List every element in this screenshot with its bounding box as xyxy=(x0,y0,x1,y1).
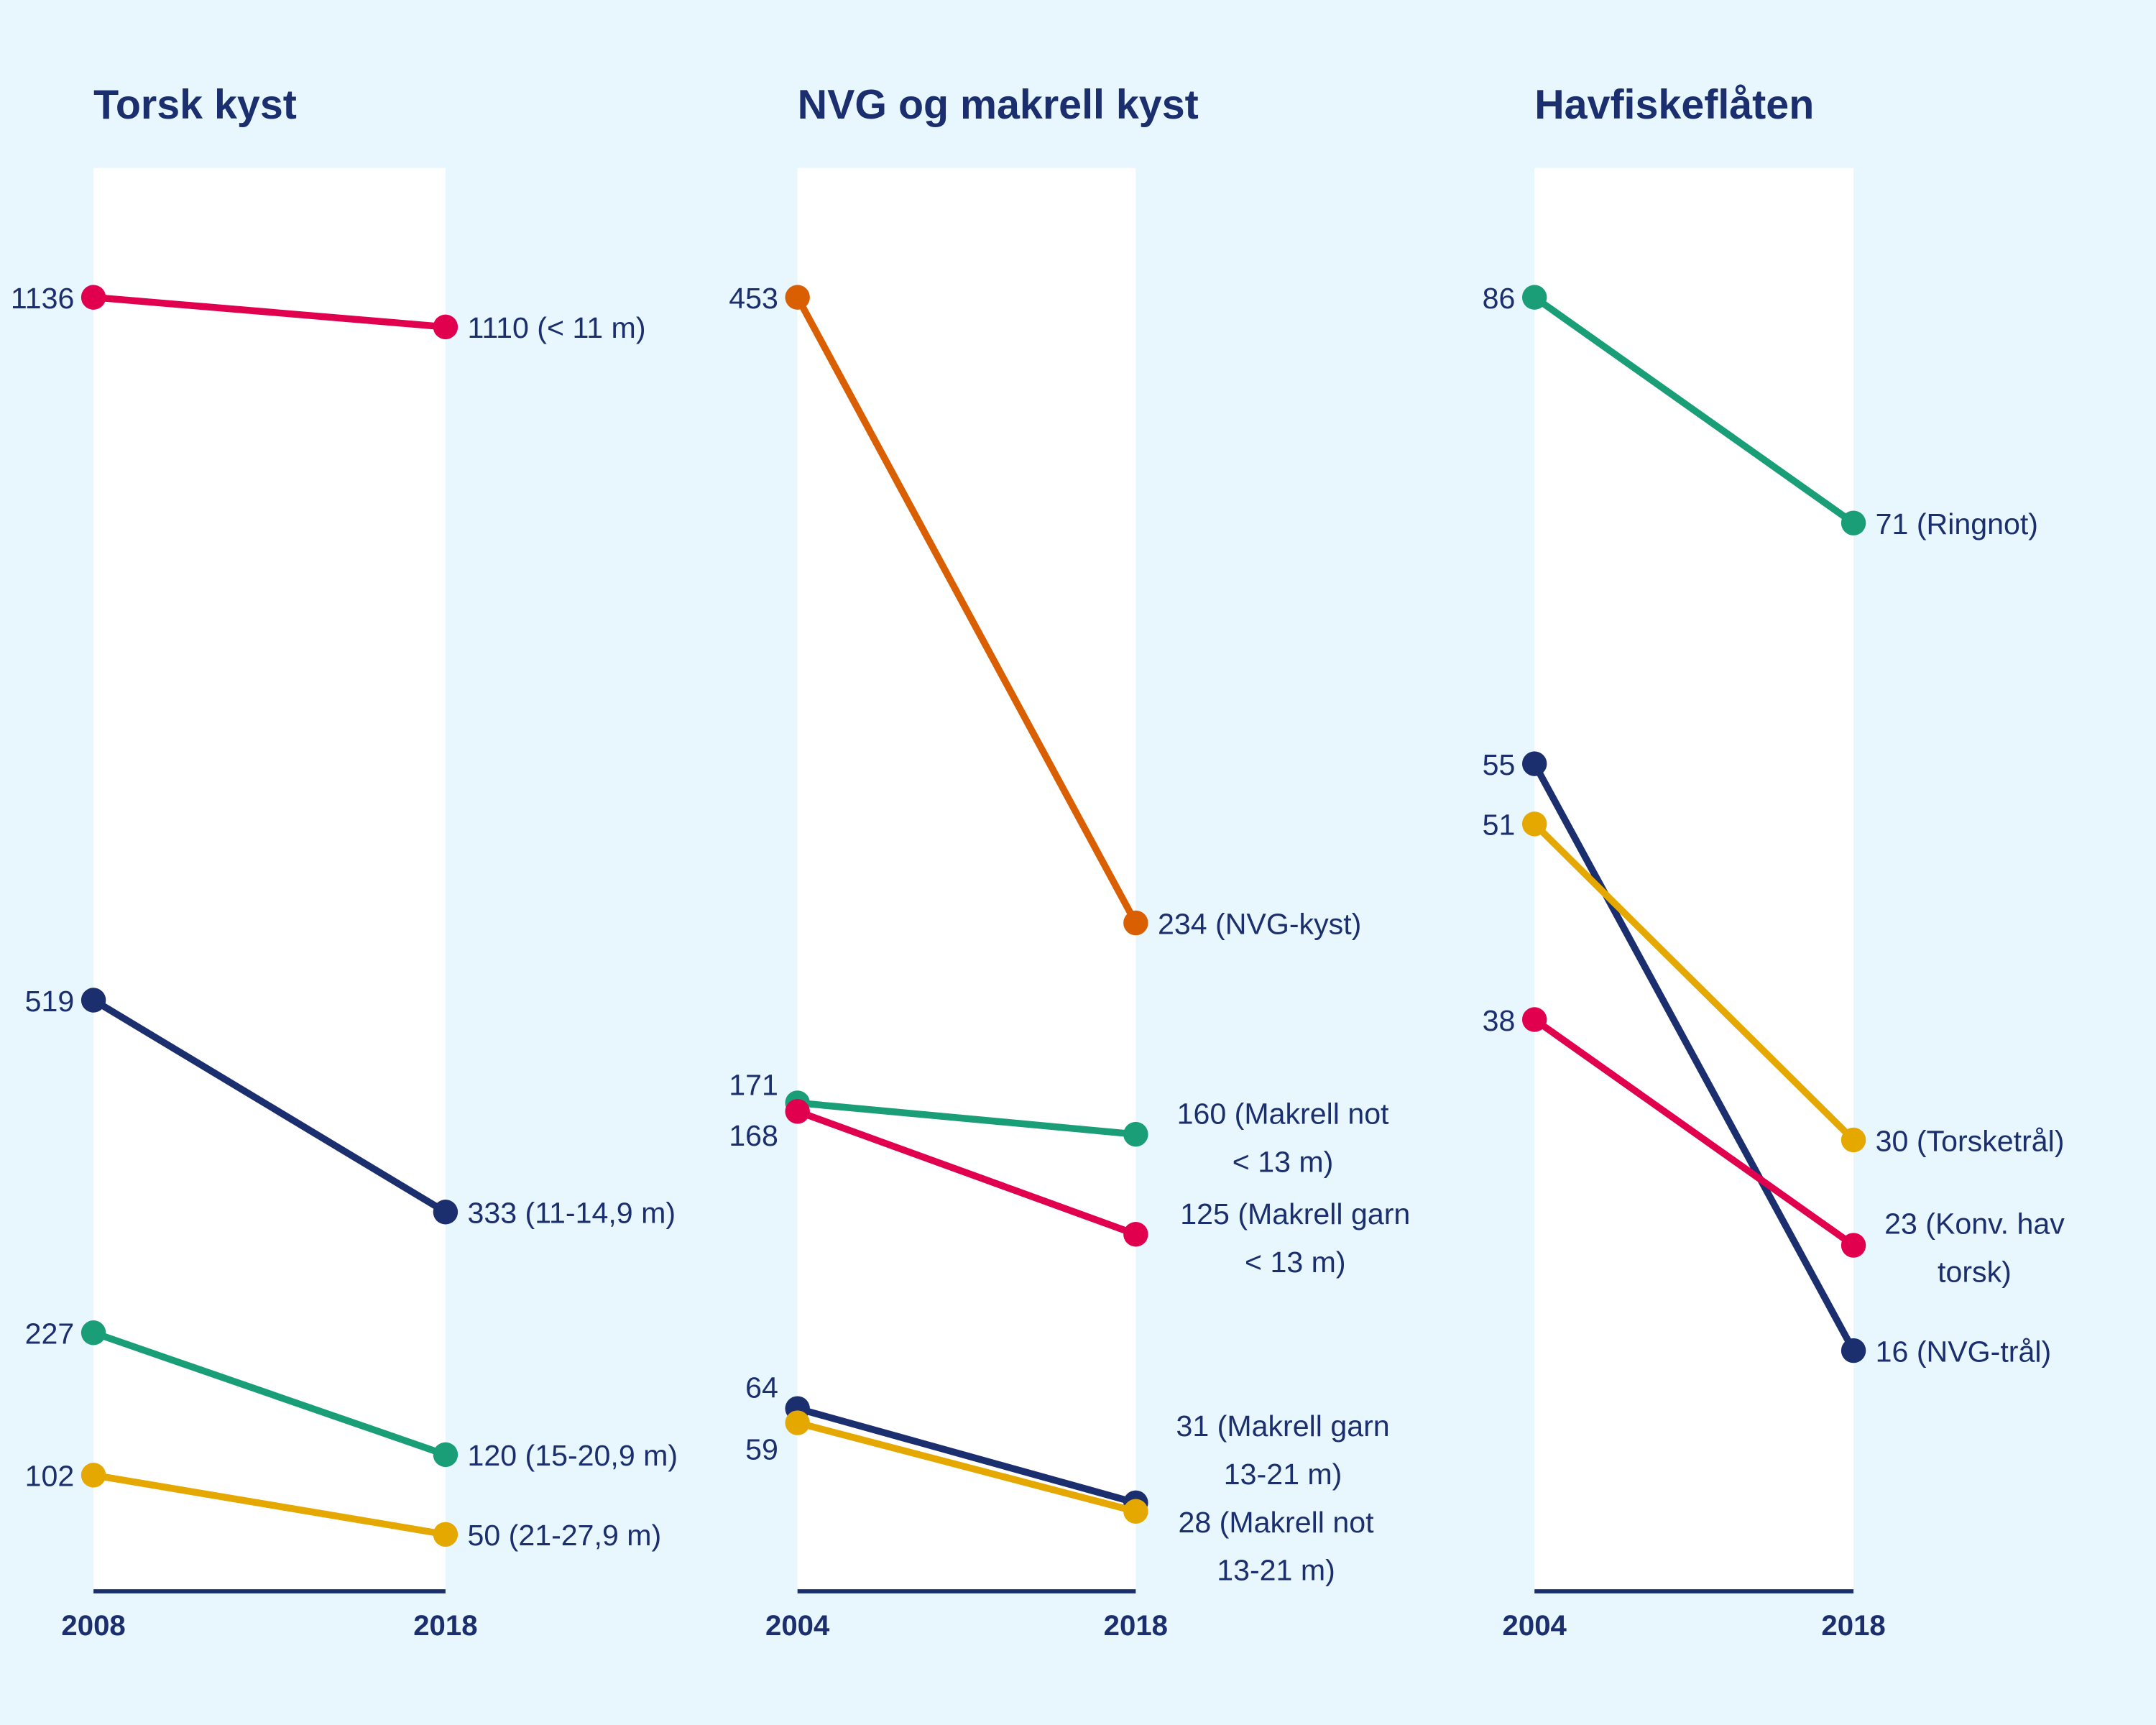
series-line xyxy=(93,1471,446,1538)
start-value-label: 519 xyxy=(25,985,75,1018)
end-value-label: 160 (Makrell not xyxy=(1177,1098,1389,1131)
start-value-label: 168 xyxy=(729,1119,778,1152)
data-point-end xyxy=(1123,1499,1148,1524)
series-line xyxy=(794,295,1139,925)
end-value-label: 16 (NVG-trål) xyxy=(1876,1335,2052,1368)
series-line xyxy=(1532,1016,1856,1248)
start-value-label: 59 xyxy=(745,1432,778,1466)
series-line xyxy=(796,1419,1137,1515)
series-21-27-9-m: 102 50 (21-27,9 m) xyxy=(25,1460,662,1552)
series-nvg-kyst: 453 234 (NVG-kyst) xyxy=(729,282,1361,940)
end-value-label: 28 (Makrell not xyxy=(1179,1506,1375,1539)
start-value-label: 64 xyxy=(745,1371,778,1404)
end-value-label: 23 (Konv. hav xyxy=(1884,1208,2065,1241)
plot-area xyxy=(93,167,446,1592)
start-value-label: 453 xyxy=(729,282,778,315)
data-point-start xyxy=(785,1410,810,1435)
series-line xyxy=(1532,294,1856,526)
data-point-start xyxy=(80,988,106,1013)
end-value-label: < 13 m) xyxy=(1233,1145,1334,1178)
start-value-label: 227 xyxy=(25,1317,75,1351)
series-15-20-9-m: 227 120 (15-20,9 m) xyxy=(25,1317,678,1473)
series-line xyxy=(92,1329,447,1458)
start-value-label: 102 xyxy=(25,1460,75,1493)
x-tick-label: 2018 xyxy=(1104,1609,1168,1642)
data-point-start xyxy=(1521,751,1547,776)
end-value-label: 13-21 m) xyxy=(1217,1554,1335,1587)
series--11-m: 1136 1110 (< 11 m) xyxy=(11,282,646,344)
panel-3: Havfiskeflåten 2004 2018 86 71 (Ringnot) 55 16… xyxy=(1483,82,2065,1642)
series-line xyxy=(93,293,446,331)
series-line xyxy=(1531,821,1856,1143)
x-tick-label: 2018 xyxy=(1821,1609,1885,1642)
data-point-end xyxy=(1123,910,1148,936)
end-value-label: 234 (NVG-kyst) xyxy=(1158,907,1361,940)
data-point-end xyxy=(1841,1233,1866,1258)
x-tick-label: 2004 xyxy=(1503,1609,1567,1642)
data-point-start xyxy=(80,1320,106,1346)
data-point-end xyxy=(1841,1338,1866,1363)
series-makrell-not-13-21-m: 59 28 (Makrell not 13-21 m) xyxy=(745,1410,1375,1587)
data-point-end xyxy=(433,314,459,340)
series-ringnot: 86 71 (Ringnot) xyxy=(1483,282,2038,540)
series-line xyxy=(91,997,448,1215)
series-line xyxy=(1531,762,1857,1353)
start-value-label: 55 xyxy=(1483,748,1516,781)
series-torsketr-l: 51 30 (Torsketrål) xyxy=(1483,809,2065,1158)
series-line xyxy=(796,1108,1137,1238)
panel-title: Havfiskeflåten xyxy=(1534,82,1814,128)
start-value-label: 1136 xyxy=(11,282,74,315)
end-value-label: 71 (Ringnot) xyxy=(1876,507,2038,540)
series-makrell-not-13-m: 171 160 (Makrell not < 13 m) xyxy=(729,1068,1389,1178)
start-value-label: 38 xyxy=(1483,1004,1516,1037)
end-value-label: 50 (21-27,9 m) xyxy=(468,1519,662,1552)
data-point-end xyxy=(433,1522,459,1547)
end-value-label: 30 (Torsketrål) xyxy=(1876,1124,2065,1157)
x-tick-label: 2018 xyxy=(413,1609,477,1642)
panel-title: NVG og makrell kyst xyxy=(798,82,1199,128)
series-nvg-tr-l: 55 16 (NVG-trål) xyxy=(1483,748,2052,1368)
x-tick-label: 2008 xyxy=(61,1609,125,1642)
data-point-start xyxy=(785,285,810,310)
end-value-label: 333 (11-14,9 m) xyxy=(468,1197,676,1230)
data-point-start xyxy=(785,1099,810,1124)
end-value-label: 13-21 m) xyxy=(1224,1458,1342,1491)
series-line xyxy=(796,1405,1137,1506)
series-11-14-9-m: 519 333 (11-14,9 m) xyxy=(25,985,676,1230)
data-point-end xyxy=(433,1442,459,1468)
end-value-label: 125 (Makrell garn xyxy=(1180,1197,1410,1230)
end-value-label: < 13 m) xyxy=(1245,1246,1346,1279)
panel-2: NVG og makrell kyst 2004 2018 453 234 (NVG-k… xyxy=(729,82,1410,1642)
series-konv-hav-torsk: 38 23 (Konv. hav torsk) xyxy=(1483,1004,2065,1289)
series-line xyxy=(797,1099,1136,1138)
panel-title: Torsk kyst xyxy=(93,82,297,128)
data-point-end xyxy=(1841,1127,1866,1153)
data-point-start xyxy=(80,285,106,310)
data-point-start xyxy=(1521,285,1547,310)
data-point-end xyxy=(1123,1222,1148,1247)
start-value-label: 51 xyxy=(1483,809,1516,842)
series-makrell-garn-13-m: 168 125 (Makrell garn < 13 m) xyxy=(729,1099,1410,1279)
plot-area xyxy=(1534,167,1854,1592)
end-value-label: torsk) xyxy=(1938,1256,2012,1289)
data-point-start xyxy=(80,1463,106,1488)
data-point-end xyxy=(433,1200,459,1225)
end-value-label: 120 (15-20,9 m) xyxy=(468,1439,678,1472)
data-point-start xyxy=(1521,811,1547,837)
x-tick-label: 2004 xyxy=(765,1609,830,1642)
data-point-end xyxy=(1123,1121,1148,1147)
series-makrell-garn-13-21-m: 64 31 (Makrell garn 13-21 m) xyxy=(745,1371,1390,1516)
data-point-start xyxy=(1521,1007,1547,1032)
start-value-label: 86 xyxy=(1483,282,1516,315)
plot-area xyxy=(797,167,1136,1592)
data-point-end xyxy=(1841,510,1866,535)
panel-1: Torsk kyst 2008 2018 1136 1110 (< 11 m) 519 33… xyxy=(11,82,678,1642)
end-value-label: 1110 (< 11 m) xyxy=(468,311,646,344)
start-value-label: 171 xyxy=(729,1068,778,1101)
end-value-label: 31 (Makrell garn xyxy=(1176,1409,1390,1443)
